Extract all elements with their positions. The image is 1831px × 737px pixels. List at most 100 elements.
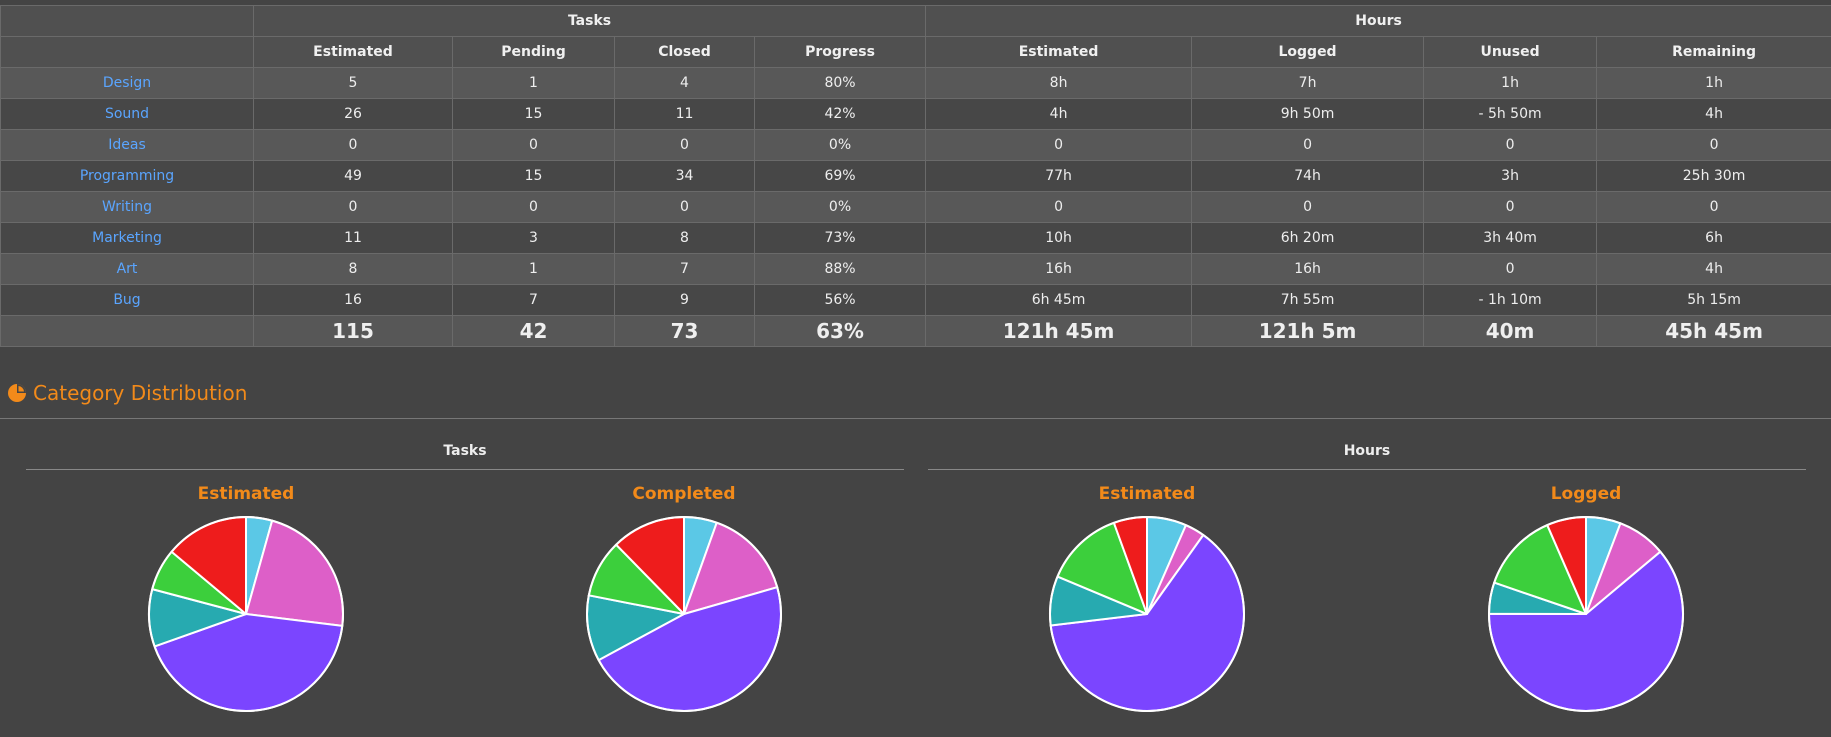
pie-outline bbox=[148, 516, 344, 712]
table-cell: 42% bbox=[753, 98, 927, 130]
pie-chart-hours-estimated bbox=[1049, 516, 1245, 712]
col-hours-logged: Logged bbox=[1191, 36, 1425, 68]
table-cell: 15 bbox=[452, 160, 615, 192]
table-row: Writing 0 0 0 0% 0 0 0 0 bbox=[0, 191, 1831, 223]
table-cell: 0 bbox=[1423, 129, 1598, 161]
table-cell: 6h 20m bbox=[1191, 222, 1425, 254]
total-cell: 42 bbox=[452, 315, 615, 347]
table-cell: 8h bbox=[925, 67, 1193, 99]
table-cell: 56% bbox=[753, 284, 927, 316]
tasks-chart-group-label: Tasks bbox=[443, 443, 487, 459]
table-cell: 0 bbox=[1596, 191, 1831, 223]
table-cell: 77h bbox=[925, 160, 1193, 192]
table-cell: 7 bbox=[614, 253, 755, 285]
table-cell: 1 bbox=[452, 67, 615, 99]
category-link[interactable]: Ideas bbox=[0, 129, 254, 161]
pie-outline bbox=[1049, 516, 1245, 712]
table-cell: 0 bbox=[452, 129, 615, 161]
table-cell: 0 bbox=[452, 191, 615, 223]
group-header-row: Tasks Hours bbox=[0, 5, 1831, 37]
table-cell: 9 bbox=[614, 284, 755, 316]
table-row: Art 8 1 7 88% 16h 16h 0 4h bbox=[0, 253, 1831, 285]
hours-chart-group-label: Hours bbox=[1343, 443, 1391, 459]
empty-header-cell bbox=[0, 5, 254, 37]
table-cell: 0% bbox=[753, 129, 927, 161]
table-cell: - 5h 50m bbox=[1423, 98, 1598, 130]
table-cell: 26 bbox=[253, 98, 453, 130]
table-row: Marketing 11 3 8 73% 10h 6h 20m 3h 40m 6… bbox=[0, 222, 1831, 254]
table-cell: 8 bbox=[614, 222, 755, 254]
table-cell: 5 bbox=[253, 67, 453, 99]
table-cell: 80% bbox=[753, 67, 927, 99]
category-link[interactable]: Bug bbox=[0, 284, 254, 316]
col-hours-estimated: Estimated bbox=[925, 36, 1193, 68]
table-cell: 0 bbox=[1596, 129, 1831, 161]
table-cell: 6h 45m bbox=[925, 284, 1193, 316]
total-cell: 73 bbox=[614, 315, 755, 347]
table-cell: 4h bbox=[925, 98, 1193, 130]
col-hours-remaining: Remaining bbox=[1596, 36, 1831, 68]
table-cell: 1h bbox=[1423, 67, 1598, 99]
table-cell: 1h bbox=[1596, 67, 1831, 99]
table-cell: 0 bbox=[1191, 191, 1425, 223]
table-cell: 0 bbox=[253, 129, 453, 161]
tasks-group-header: Tasks bbox=[252, 5, 927, 37]
category-link[interactable]: Programming bbox=[0, 160, 254, 192]
table-cell: 4h bbox=[1596, 253, 1831, 285]
pie-chart-tasks-completed bbox=[586, 516, 782, 712]
table-cell: 88% bbox=[753, 253, 927, 285]
section-title: Category Distribution bbox=[7, 381, 247, 405]
col-hours-unused: Unused bbox=[1423, 36, 1598, 68]
category-link[interactable]: Sound bbox=[0, 98, 254, 130]
category-link[interactable]: Art bbox=[0, 253, 254, 285]
table-cell: 74h bbox=[1191, 160, 1425, 192]
table-cell: 0 bbox=[925, 129, 1193, 161]
table-cell: 1 bbox=[452, 253, 615, 285]
total-cell: 40m bbox=[1423, 315, 1598, 347]
tasks-group-divider bbox=[26, 469, 904, 470]
category-link[interactable]: Marketing bbox=[0, 222, 254, 254]
table-cell: 16 bbox=[253, 284, 453, 316]
table-cell: 69% bbox=[753, 160, 927, 192]
column-header-row: Estimated Pending Closed Progress Estima… bbox=[0, 36, 1831, 68]
table-row: Ideas 0 0 0 0% 0 0 0 0 bbox=[0, 129, 1831, 161]
table-cell: 0 bbox=[925, 191, 1193, 223]
hours-group-divider bbox=[928, 469, 1806, 470]
section-title-text: Category Distribution bbox=[33, 381, 248, 405]
pie-chart-hours-logged bbox=[1488, 516, 1684, 712]
table-cell: 10h bbox=[925, 222, 1193, 254]
table-cell: 7 bbox=[452, 284, 615, 316]
section-divider bbox=[0, 418, 1831, 419]
table-cell: 0 bbox=[1423, 191, 1598, 223]
table-cell: 3h 40m bbox=[1423, 222, 1598, 254]
table-cell: 3h bbox=[1423, 160, 1598, 192]
table-cell: 3 bbox=[452, 222, 615, 254]
table-cell: 0 bbox=[614, 191, 755, 223]
table-row: Bug 16 7 9 56% 6h 45m 7h 55m - 1h 10m 5h… bbox=[0, 284, 1831, 316]
table-cell: 16h bbox=[1191, 253, 1425, 285]
table-cell: 25h 30m bbox=[1596, 160, 1831, 192]
total-cell: 63% bbox=[753, 315, 927, 347]
table-cell: 7h 55m bbox=[1191, 284, 1425, 316]
totals-row: 115 42 73 63% 121h 45m 121h 5m 40m 45h 4… bbox=[0, 315, 1831, 347]
col-tasks-estimated: Estimated bbox=[253, 36, 453, 68]
table-cell: 6h bbox=[1596, 222, 1831, 254]
table-cell: 15 bbox=[452, 98, 615, 130]
table-cell: 0 bbox=[614, 129, 755, 161]
table-cell: 0% bbox=[753, 191, 927, 223]
table-cell: 5h 15m bbox=[1596, 284, 1831, 316]
col-tasks-progress: Progress bbox=[753, 36, 927, 68]
pie-title-tasks-estimated: Estimated bbox=[197, 484, 295, 504]
pie-title-tasks-completed: Completed bbox=[632, 484, 736, 504]
empty-header-cell bbox=[0, 36, 254, 68]
total-cell: 121h 45m bbox=[925, 315, 1193, 347]
table-cell: 8 bbox=[253, 253, 453, 285]
col-tasks-pending: Pending bbox=[452, 36, 615, 68]
table-cell: 0 bbox=[253, 191, 453, 223]
category-link[interactable]: Writing bbox=[0, 191, 254, 223]
table-cell: 49 bbox=[253, 160, 453, 192]
pie-chart-tasks-estimated bbox=[148, 516, 344, 712]
category-link[interactable]: Design bbox=[0, 67, 254, 99]
col-tasks-closed: Closed bbox=[614, 36, 755, 68]
